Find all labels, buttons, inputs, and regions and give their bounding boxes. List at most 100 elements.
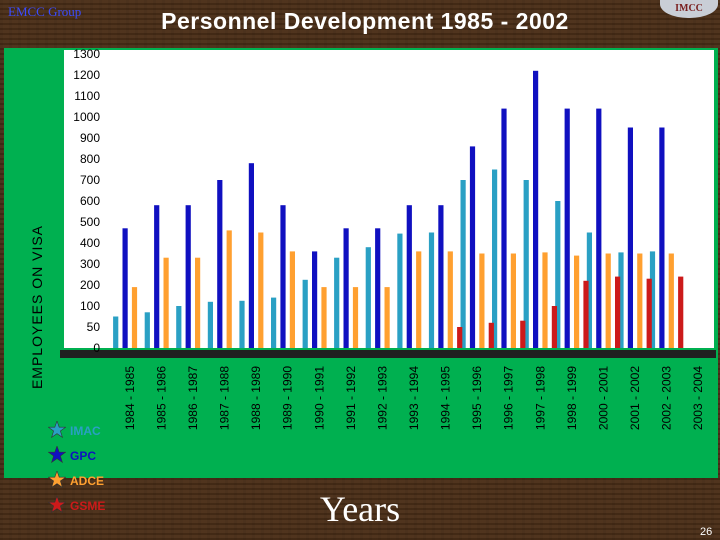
bar [596, 108, 602, 348]
bar [271, 297, 277, 348]
bar [479, 253, 485, 348]
y-tick-label: 500 [80, 215, 100, 229]
bar [144, 312, 150, 348]
bar [501, 108, 507, 348]
bar [678, 276, 684, 348]
legend: IMAC GPC ADCE GSME [48, 420, 112, 520]
bar [542, 252, 548, 348]
bar [438, 205, 444, 348]
bar [217, 180, 223, 348]
legend-label: ADCE [70, 474, 105, 488]
bar [302, 279, 308, 349]
legend-label: IMAC [70, 424, 101, 438]
x-tick-label: 1993 - 1994 [407, 366, 421, 430]
bar [583, 280, 589, 348]
bar [365, 247, 371, 348]
bar [343, 228, 349, 348]
bar [352, 287, 359, 348]
x-tick-label: 1984 - 1985 [123, 366, 137, 430]
bar [239, 300, 245, 349]
y-tick-label: 300 [80, 257, 100, 271]
legend-item-adce: ADCE [48, 470, 112, 495]
page-title: Personnel Development 1985 - 2002 [161, 8, 569, 34]
y-tick-label: 1100 [74, 89, 100, 103]
bar [447, 251, 453, 348]
legend-label: GSME [70, 499, 106, 513]
bar [574, 255, 580, 348]
x-tick-label: 1996 - 1997 [502, 366, 516, 430]
x-tick-label: 1997 - 1998 [533, 366, 547, 430]
bar [280, 205, 286, 348]
bar [627, 127, 633, 348]
y-tick-label: 600 [80, 194, 100, 208]
bar [375, 228, 381, 348]
x-tick-label: 2001 - 2002 [628, 366, 642, 430]
x-tick-label: 1985 - 1986 [154, 366, 168, 430]
bar [406, 205, 412, 348]
star-icon [48, 471, 66, 489]
x-tick-label: 2003 - 2004 [691, 366, 705, 430]
x-tick-label: 1998 - 1999 [565, 366, 579, 430]
bar [312, 251, 318, 348]
bar [488, 322, 494, 348]
bar [618, 252, 624, 348]
bar-chart: 0 50 100 200 300 400 500 600 700 800 900 1000 1100 12… [60, 48, 716, 430]
bar [113, 316, 119, 348]
y-tick-label: 700 [80, 173, 100, 187]
bar [460, 180, 466, 348]
y-tick-label: 100 [80, 299, 100, 313]
bar [248, 163, 254, 348]
bar [659, 127, 665, 348]
bar [469, 146, 476, 348]
x-tick-label: 1986 - 1987 [186, 366, 200, 430]
bar [646, 278, 652, 348]
x-tick-label: 1990 - 1991 [312, 366, 326, 430]
x-tick-label: 1992 - 1993 [375, 366, 389, 430]
legend-label: GPC [70, 449, 97, 463]
bar [154, 205, 160, 348]
y-tick-label: 1000 [73, 110, 100, 124]
bar [258, 232, 264, 348]
bar [510, 253, 516, 348]
x-tick-label: 2000 - 2001 [597, 366, 611, 430]
bar [226, 230, 232, 348]
x-tick-label: 1989 - 1990 [281, 366, 295, 430]
bar [428, 232, 435, 348]
bar [492, 169, 498, 348]
x-tick-label: 2002 - 2003 [660, 366, 674, 430]
bar [289, 251, 295, 348]
bar [555, 201, 561, 348]
x-tick-label: 1994 - 1995 [439, 366, 453, 430]
bar [564, 108, 570, 348]
bar [185, 205, 191, 348]
bar [131, 287, 138, 348]
bar [649, 251, 656, 348]
bar [533, 70, 539, 349]
star-icon [48, 421, 66, 439]
bar [637, 253, 643, 348]
bar [605, 253, 611, 348]
legend-item-gpc: GPC [48, 445, 112, 470]
imcc-logo: IMCC [660, 0, 718, 18]
bar [207, 301, 213, 348]
bar [384, 287, 390, 348]
bar [122, 228, 128, 348]
bar [523, 180, 529, 348]
bar [416, 251, 422, 348]
bar [334, 257, 340, 348]
y-tick-label: 400 [80, 236, 100, 250]
legend-item-gsme: GSME [48, 495, 112, 520]
star-icon [48, 446, 66, 464]
bar [615, 276, 621, 348]
bar [163, 257, 169, 348]
x-axis-title: Years [319, 489, 401, 529]
y-tick-label: 1200 [73, 68, 100, 82]
x-tick-label: 1987 - 1988 [218, 366, 232, 430]
bar [176, 306, 182, 348]
y-tick-label: 0 [93, 341, 100, 355]
y-tick-label: 50 [87, 320, 101, 334]
y-tick-label: 900 [80, 131, 100, 145]
bar [457, 327, 463, 348]
star-icon [48, 496, 66, 514]
chart-floor [60, 350, 716, 358]
